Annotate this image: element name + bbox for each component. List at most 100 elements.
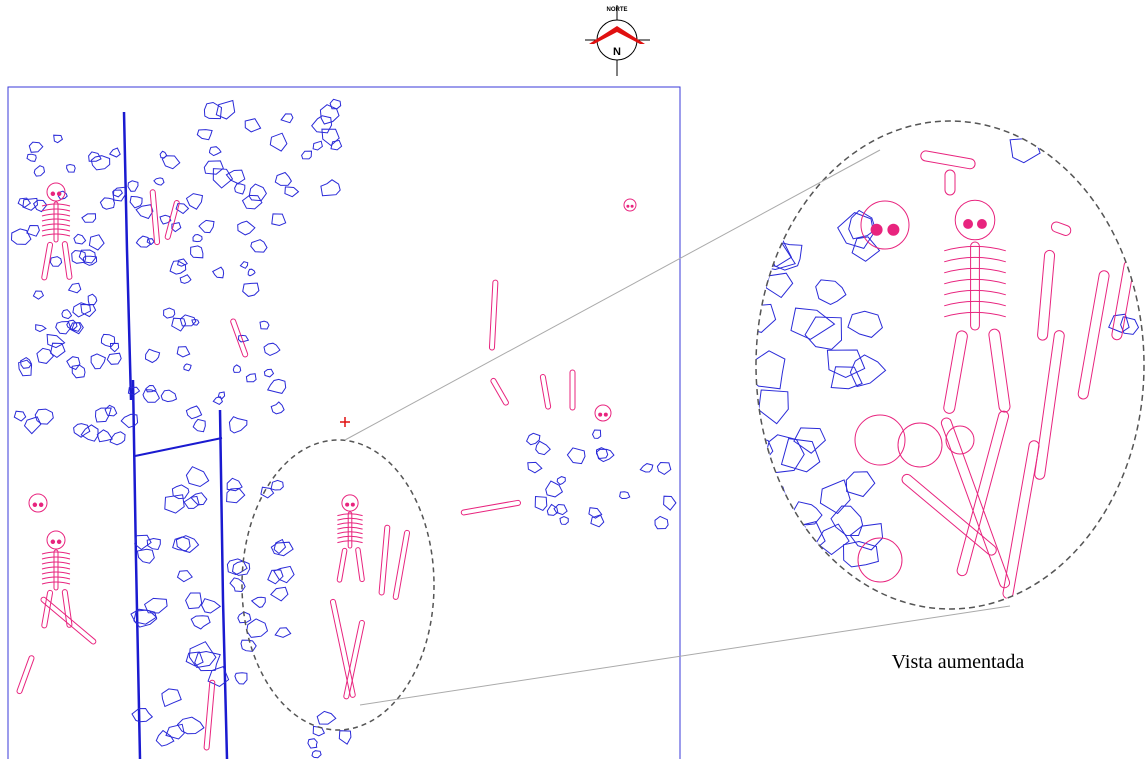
stone — [756, 491, 785, 528]
skull — [594, 404, 612, 422]
stone — [80, 303, 97, 318]
stone — [240, 639, 257, 652]
skull — [32, 502, 38, 508]
stone — [226, 477, 243, 492]
stone — [73, 233, 87, 245]
bone — [569, 369, 576, 411]
stone — [246, 618, 269, 638]
stone — [159, 214, 172, 225]
inset-caption: Vista aumentada — [892, 651, 1025, 673]
stone — [153, 177, 165, 186]
stone — [171, 484, 190, 500]
stone — [46, 333, 66, 349]
bone — [956, 410, 1010, 577]
bone — [41, 241, 54, 281]
bone — [16, 655, 35, 695]
stone — [654, 515, 669, 530]
rib — [41, 208, 71, 212]
stone — [330, 139, 343, 151]
stone — [619, 491, 631, 500]
stone — [226, 487, 246, 504]
zoom-features — [756, 137, 1140, 600]
stone — [179, 274, 192, 284]
stone — [192, 233, 203, 243]
stone — [590, 514, 605, 528]
stone — [73, 423, 91, 438]
stone — [270, 541, 294, 557]
stone — [229, 577, 246, 593]
stone — [177, 258, 188, 267]
stone — [176, 570, 193, 583]
stone — [112, 186, 127, 202]
rib — [41, 213, 71, 217]
stone — [248, 183, 267, 202]
rib — [41, 233, 71, 237]
stone — [109, 342, 120, 353]
stone — [1009, 137, 1041, 164]
stone — [175, 535, 200, 553]
stone — [146, 238, 155, 246]
stone — [50, 342, 66, 359]
stone — [104, 404, 118, 417]
stone — [525, 432, 541, 446]
stone — [87, 293, 98, 306]
stone — [830, 366, 863, 390]
bone — [355, 547, 365, 583]
bone — [970, 241, 980, 331]
stone — [211, 266, 225, 279]
stone — [793, 427, 827, 454]
stone — [826, 349, 866, 379]
stone — [90, 155, 111, 171]
stone — [80, 424, 99, 442]
rib — [41, 551, 71, 555]
stone — [142, 389, 161, 403]
stone — [234, 183, 246, 195]
stone — [845, 471, 876, 498]
stone — [71, 364, 86, 379]
stone — [36, 347, 54, 364]
stone — [790, 307, 836, 340]
stone — [765, 272, 794, 299]
stone — [267, 569, 284, 585]
stone — [271, 213, 287, 227]
stone — [196, 129, 213, 141]
bone — [61, 589, 73, 628]
stone — [837, 212, 875, 249]
bone — [488, 279, 499, 351]
stone — [756, 350, 786, 390]
stone — [756, 240, 796, 271]
bone — [943, 330, 968, 414]
stone — [120, 413, 139, 429]
skull — [630, 204, 634, 208]
stone — [34, 408, 54, 425]
stone — [106, 352, 122, 365]
bone-end — [897, 422, 943, 468]
rib — [41, 576, 71, 580]
stone — [247, 268, 256, 277]
reference-point — [340, 417, 350, 427]
stone — [100, 333, 116, 348]
stone — [273, 538, 287, 555]
rib — [337, 526, 363, 530]
stone — [71, 322, 82, 332]
stone — [307, 738, 318, 749]
bone — [988, 328, 1011, 413]
stone — [263, 342, 281, 357]
stone — [82, 255, 98, 266]
stone — [588, 507, 603, 519]
stone — [190, 492, 208, 506]
stone — [185, 405, 203, 420]
bone-end — [857, 537, 903, 583]
stone — [88, 151, 102, 162]
stone — [591, 429, 602, 439]
stone — [164, 494, 185, 514]
bone — [343, 619, 365, 700]
stone — [183, 495, 200, 509]
stone — [1120, 316, 1140, 335]
stone — [26, 153, 37, 162]
stone — [270, 586, 289, 602]
stone — [159, 150, 168, 159]
stone — [183, 363, 192, 372]
stone — [96, 429, 113, 443]
stone — [232, 364, 242, 373]
